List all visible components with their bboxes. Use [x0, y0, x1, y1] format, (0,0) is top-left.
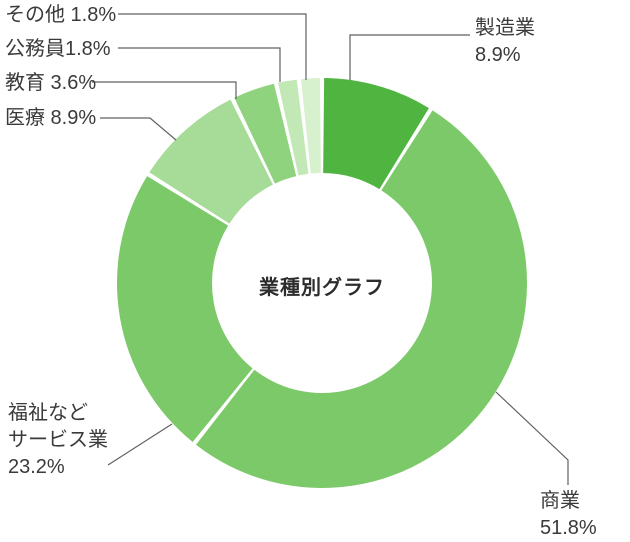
leader-education: [92, 82, 236, 99]
leader-manufacturing: [350, 35, 470, 80]
leader-commerce: [496, 392, 568, 485]
label-commerce: 商業 51.8%: [540, 488, 597, 542]
label-medical: 医療 8.9%: [5, 105, 96, 132]
label-education: 教育 3.6%: [5, 70, 96, 97]
label-manufacturing: 製造業 8.9%: [475, 15, 535, 69]
label-welfare: 福祉など サービス業 23.2%: [8, 400, 108, 481]
label-civil: 公務員1.8%: [5, 36, 111, 63]
leader-civil: [118, 48, 280, 82]
leader-other: [118, 14, 306, 80]
donut-chart: 業種別グラフ 製造業 8.9% 商業 51.8% 福祉など サービス業 23.2% 医…: [0, 0, 630, 542]
leader-welfare: [108, 424, 172, 465]
label-other: その他 1.8%: [5, 2, 116, 29]
leader-medical: [100, 118, 176, 140]
chart-center-title: 業種別グラフ: [232, 271, 412, 300]
